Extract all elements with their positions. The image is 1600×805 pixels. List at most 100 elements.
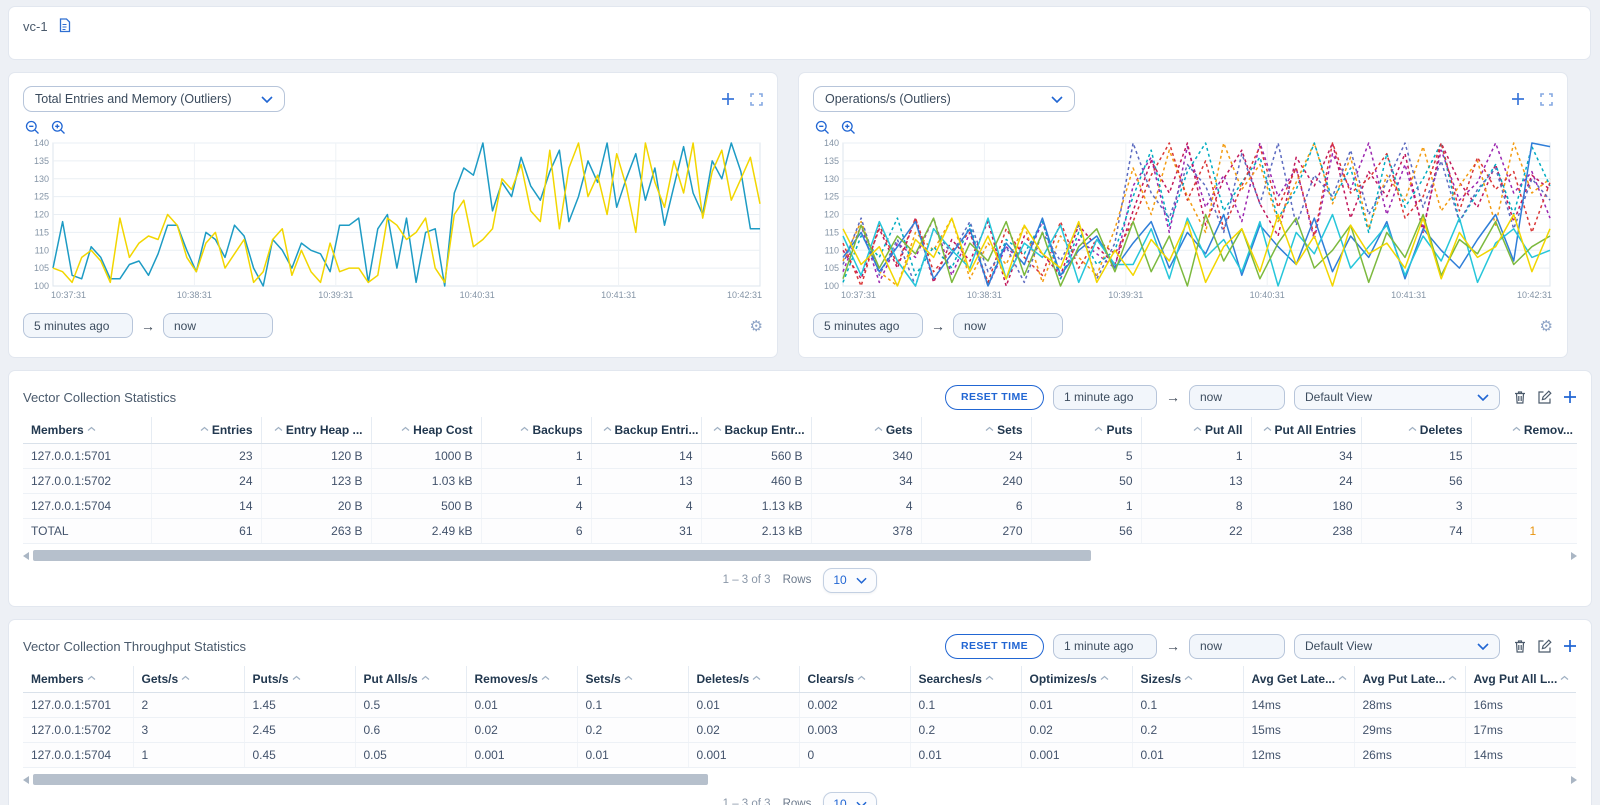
line-chart-entries-memory[interactable]: 10010511011512012513013514010:37:3110:38…	[23, 138, 765, 304]
column-header[interactable]: Backups	[481, 417, 591, 444]
column-header[interactable]: Put All	[1141, 417, 1251, 444]
column-header[interactable]: Members	[23, 417, 151, 444]
trash-icon[interactable]	[1513, 639, 1527, 654]
table-cell: 240	[921, 469, 1031, 494]
table-cell: 0.05	[355, 743, 466, 768]
scrollbar-track[interactable]	[33, 550, 1567, 561]
table-cell: 0.02	[688, 718, 799, 743]
svg-text:120: 120	[824, 210, 839, 220]
table-cell: 3	[1361, 494, 1471, 519]
time-from-input[interactable]	[1053, 634, 1157, 659]
svg-text:10:39:31: 10:39:31	[1108, 290, 1143, 300]
column-header[interactable]: Entry Heap ...	[261, 417, 371, 444]
svg-text:100: 100	[34, 281, 49, 291]
reset-time-button[interactable]: RESET TIME	[945, 385, 1044, 410]
column-header[interactable]: Searches/s	[910, 666, 1021, 693]
scrollbar-track[interactable]	[33, 774, 1567, 785]
column-header[interactable]: Put Alls/s	[355, 666, 466, 693]
table-cell: 0.01	[1021, 693, 1132, 718]
table-cell	[1471, 469, 1577, 494]
column-header[interactable]: Avg Put All L...	[1465, 666, 1576, 693]
horizontal-scrollbar[interactable]	[23, 773, 1577, 786]
table-cell: 29ms	[1354, 718, 1465, 743]
time-to-input[interactable]	[953, 313, 1063, 338]
column-header[interactable]: Sets	[921, 417, 1031, 444]
time-from-input[interactable]	[23, 313, 133, 338]
scroll-right-arrow[interactable]	[1571, 552, 1577, 560]
column-header[interactable]: Entries	[151, 417, 261, 444]
column-header[interactable]: Avg Get Late...	[1243, 666, 1354, 693]
add-chart-icon[interactable]	[721, 92, 735, 106]
reset-time-button[interactable]: RESET TIME	[945, 634, 1044, 659]
zoom-in-icon[interactable]	[51, 120, 66, 135]
view-select[interactable]: Default View	[1294, 385, 1500, 410]
column-header[interactable]: Put All Entries	[1251, 417, 1361, 444]
column-header[interactable]: Removes/s	[466, 666, 577, 693]
column-header[interactable]: Backup Entri...	[591, 417, 701, 444]
fullscreen-icon[interactable]	[750, 93, 763, 106]
svg-text:10:39:31: 10:39:31	[318, 290, 353, 300]
document-icon[interactable]	[58, 18, 71, 33]
line-chart-operations[interactable]: 10010511011512012513013514010:37:3110:38…	[813, 138, 1555, 304]
column-header[interactable]: Deletes/s	[688, 666, 799, 693]
column-header[interactable]: Heap Cost	[371, 417, 481, 444]
metric-select[interactable]: Total Entries and Memory (Outliers)	[23, 86, 285, 112]
column-header[interactable]: Clears/s	[799, 666, 910, 693]
time-from-input[interactable]	[1053, 385, 1157, 410]
rows-per-page-select[interactable]: 10	[823, 568, 877, 593]
scroll-left-arrow[interactable]	[23, 552, 29, 560]
svg-text:140: 140	[34, 138, 49, 148]
table-cell: 0	[799, 743, 910, 768]
table-cell: 238	[1251, 519, 1361, 544]
view-select-value: Default View	[1305, 639, 1372, 653]
column-header[interactable]: Sizes/s	[1132, 666, 1243, 693]
settings-gear-icon[interactable]: ⚙	[750, 317, 763, 335]
table-cell: 0.01	[910, 743, 1021, 768]
rows-label: Rows	[783, 798, 812, 805]
column-header[interactable]: Gets	[811, 417, 921, 444]
column-header[interactable]: Optimizes/s	[1021, 666, 1132, 693]
time-to-input[interactable]	[1189, 634, 1285, 659]
table-cell: 34	[811, 469, 921, 494]
table-cell: 5	[1031, 444, 1141, 469]
view-select[interactable]: Default View	[1294, 634, 1500, 659]
arrow-right-icon: →	[1166, 389, 1180, 405]
zoom-in-icon[interactable]	[841, 120, 856, 135]
time-to-input[interactable]	[1189, 385, 1285, 410]
add-view-icon[interactable]	[1563, 390, 1577, 404]
table-cell: 6	[921, 494, 1031, 519]
fullscreen-icon[interactable]	[1540, 93, 1553, 106]
settings-gear-icon[interactable]: ⚙	[1540, 317, 1553, 335]
zoom-out-icon[interactable]	[815, 120, 830, 135]
scroll-left-arrow[interactable]	[23, 776, 29, 784]
scrollbar-thumb[interactable]	[33, 774, 708, 785]
column-header[interactable]: Sets/s	[577, 666, 688, 693]
column-header[interactable]: Backup Entr...	[701, 417, 811, 444]
add-view-icon[interactable]	[1563, 639, 1577, 653]
column-header[interactable]: Gets/s	[133, 666, 244, 693]
table-cell: 263 B	[261, 519, 371, 544]
time-from-input[interactable]	[813, 313, 923, 338]
horizontal-scrollbar[interactable]	[23, 549, 1577, 562]
metric-select[interactable]: Operations/s (Outliers)	[813, 86, 1075, 112]
edit-icon[interactable]	[1538, 639, 1552, 653]
zoom-out-icon[interactable]	[25, 120, 40, 135]
rows-per-page-select[interactable]: 10	[823, 792, 877, 805]
svg-text:10:42:31: 10:42:31	[1517, 290, 1552, 300]
column-header[interactable]: Puts/s	[244, 666, 355, 693]
column-header[interactable]: Avg Put Late...	[1354, 666, 1465, 693]
trash-icon[interactable]	[1513, 390, 1527, 405]
scroll-right-arrow[interactable]	[1571, 776, 1577, 784]
time-to-input[interactable]	[163, 313, 273, 338]
arrow-right-icon: →	[141, 318, 155, 334]
column-header[interactable]: Puts	[1031, 417, 1141, 444]
scrollbar-thumb[interactable]	[33, 550, 1091, 561]
column-header[interactable]: Remov...	[1471, 417, 1577, 444]
column-header[interactable]: Deletes	[1361, 417, 1471, 444]
column-header[interactable]: Members	[23, 666, 133, 693]
edit-icon[interactable]	[1538, 390, 1552, 404]
table-cell: 0.01	[1132, 743, 1243, 768]
table-cell: 0.2	[910, 718, 1021, 743]
add-chart-icon[interactable]	[1511, 92, 1525, 106]
table-cell: 4	[811, 494, 921, 519]
